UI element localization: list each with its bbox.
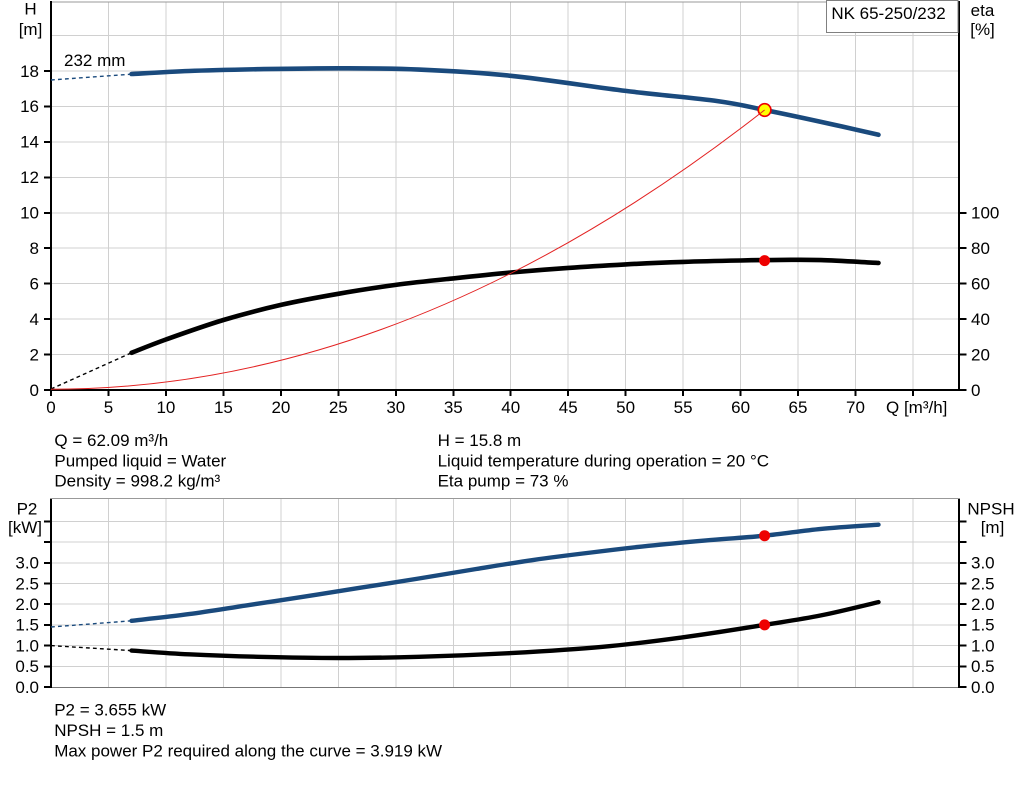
svg-text:2.0: 2.0 [971, 595, 995, 614]
svg-text:40: 40 [971, 310, 990, 329]
svg-text:1.0: 1.0 [15, 636, 39, 655]
svg-text:12: 12 [20, 168, 39, 187]
svg-text:[m]: [m] [19, 20, 43, 39]
svg-text:16: 16 [20, 97, 39, 116]
svg-text:60: 60 [731, 398, 750, 417]
svg-text:60: 60 [971, 275, 990, 294]
svg-text:NK 65-250/232: NK 65-250/232 [831, 4, 945, 23]
svg-text:H: H [24, 0, 36, 19]
svg-text:eta: eta [971, 1, 995, 20]
svg-text:100: 100 [971, 204, 999, 223]
svg-text:65: 65 [789, 398, 808, 417]
svg-text:232 mm: 232 mm [64, 51, 125, 70]
svg-text:1.0: 1.0 [971, 636, 995, 655]
svg-text:80: 80 [971, 239, 990, 258]
svg-text:P2 = 3.655 kW: P2 = 3.655 kW [54, 701, 166, 720]
svg-text:2.5: 2.5 [971, 574, 995, 593]
svg-text:Density = 998.2 kg/m³: Density = 998.2 kg/m³ [54, 472, 220, 491]
svg-text:NPSH: NPSH [967, 499, 1014, 518]
svg-text:25: 25 [329, 398, 348, 417]
svg-text:5: 5 [104, 398, 113, 417]
svg-text:Eta pump = 73 %: Eta pump = 73 % [438, 472, 569, 491]
svg-text:[%]: [%] [970, 20, 995, 39]
svg-text:1.5: 1.5 [971, 616, 995, 635]
svg-text:Liquid temperature during oper: Liquid temperature during operation = 20… [438, 451, 769, 470]
svg-text:30: 30 [386, 398, 405, 417]
svg-text:P2: P2 [17, 499, 38, 518]
svg-text:0.0: 0.0 [971, 678, 995, 697]
svg-text:3.0: 3.0 [971, 554, 995, 573]
svg-text:0: 0 [971, 381, 980, 400]
svg-text:55: 55 [674, 398, 693, 417]
svg-text:Q [m³/h]: Q [m³/h] [886, 398, 947, 417]
svg-text:Q = 62.09 m³/h: Q = 62.09 m³/h [54, 431, 168, 450]
svg-text:2.0: 2.0 [15, 595, 39, 614]
svg-text:2: 2 [30, 345, 39, 364]
svg-text:0.5: 0.5 [971, 657, 995, 676]
svg-text:40: 40 [501, 398, 520, 417]
svg-text:Max power P2 required along th: Max power P2 required along the curve = … [54, 741, 442, 760]
svg-text:NPSH = 1.5 m: NPSH = 1.5 m [54, 721, 163, 740]
svg-text:[m]: [m] [981, 518, 1005, 537]
svg-text:H = 15.8 m: H = 15.8 m [438, 431, 522, 450]
svg-text:20: 20 [271, 398, 290, 417]
svg-text:0.0: 0.0 [15, 678, 39, 697]
svg-text:2.5: 2.5 [15, 574, 39, 593]
svg-text:0.5: 0.5 [15, 657, 39, 676]
svg-text:8: 8 [30, 239, 39, 258]
svg-text:10: 10 [20, 204, 39, 223]
svg-text:10: 10 [156, 398, 175, 417]
svg-text:0: 0 [30, 381, 39, 400]
svg-text:50: 50 [616, 398, 635, 417]
svg-text:4: 4 [30, 310, 39, 329]
svg-text:[kW]: [kW] [8, 518, 42, 537]
svg-text:18: 18 [20, 62, 39, 81]
svg-text:1.5: 1.5 [15, 616, 39, 635]
svg-text:15: 15 [214, 398, 233, 417]
svg-text:70: 70 [846, 398, 865, 417]
svg-text:Pumped liquid = Water: Pumped liquid = Water [54, 451, 226, 470]
svg-text:3.0: 3.0 [15, 554, 39, 573]
svg-text:45: 45 [559, 398, 578, 417]
svg-text:6: 6 [30, 275, 39, 294]
svg-text:35: 35 [444, 398, 463, 417]
svg-text:14: 14 [20, 133, 39, 152]
svg-text:0: 0 [46, 398, 55, 417]
svg-text:20: 20 [971, 345, 990, 364]
